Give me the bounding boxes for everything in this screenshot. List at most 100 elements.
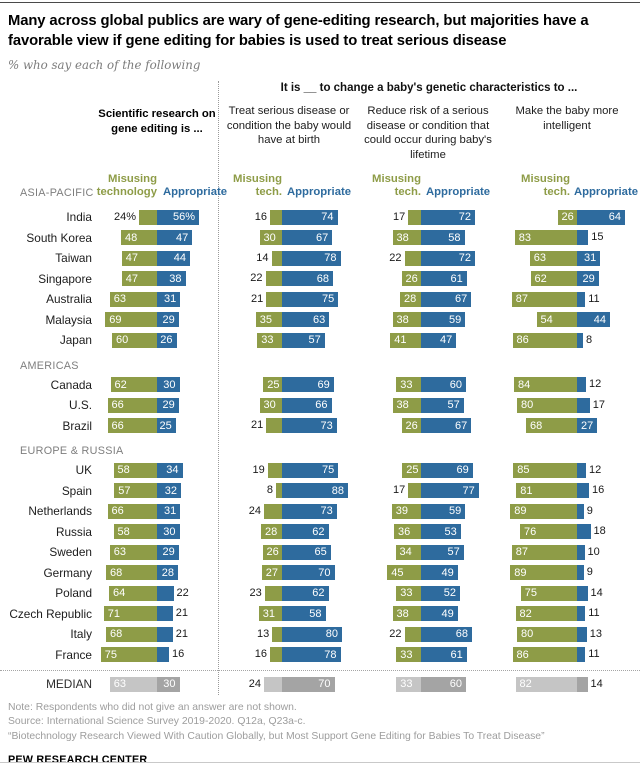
bar-value-label: 8 [266, 484, 273, 497]
bar-misusing: 68 [106, 565, 157, 581]
bar-appropriate [577, 626, 587, 642]
table-row: UK 58 34 75 19 25 69 85 12 [0, 460, 640, 481]
bar-value-label: 63 [113, 546, 126, 559]
bar-cell-research: 58 30 [96, 524, 218, 540]
bar-value-label: 11 [588, 607, 600, 620]
bar-appropriate: 57 [421, 397, 464, 413]
bar-value-label: 75 [322, 464, 335, 477]
row-label: Spain [61, 483, 92, 498]
bar-value-label: 9 [586, 566, 593, 579]
bar-appropriate: 29 [157, 397, 179, 413]
bar-appropriate: 61 [421, 271, 467, 287]
bar-value-label: 58 [117, 464, 130, 477]
bar-value-label: 16 [592, 484, 605, 497]
bar-cell-more-intelligent: 87 10 [500, 544, 640, 560]
bar-appropriate: 56% [157, 209, 199, 225]
bar-value-label: 26 [266, 546, 279, 559]
bar-misusing: 38 [392, 606, 421, 622]
table-row: Germany 68 28 27 70 45 49 89 9 [0, 563, 640, 584]
bar-value-label: 78 [324, 648, 337, 661]
bar-value-label: 14 [590, 586, 603, 599]
bar-cell-research: 66 31 [96, 503, 218, 519]
bar-misusing: 41 [390, 332, 421, 348]
bar-value-label: 16 [254, 210, 267, 223]
bar-value-label: 30 [263, 399, 276, 412]
table-row: South Korea 48 47 30 67 38 58 83 15 [0, 228, 640, 249]
bar-value-label: 68 [110, 628, 123, 641]
bar-misusing [264, 585, 282, 601]
bar-cell-reduce-risk: 41 47 [360, 332, 500, 348]
bar-value-label: 60 [449, 378, 462, 391]
bar-value-label: 19 [252, 463, 265, 476]
bar-cell-more-intelligent: 81 16 [500, 483, 640, 499]
bar-misusing [404, 250, 421, 266]
bar-value-label: 33 [400, 378, 413, 391]
bar-value-label: 16 [254, 648, 267, 661]
bar-appropriate: 30 [157, 377, 180, 393]
bar-value-label: 33 [261, 334, 274, 347]
bar-cell-research: 71 21 [96, 606, 218, 622]
bar-value-label: 9 [586, 504, 593, 517]
bar-value-label: 14 [256, 251, 269, 264]
bar-misusing: 87 [511, 291, 577, 307]
bar-cell-research: 75 16 [96, 647, 218, 663]
bar-value-label: 87 [515, 293, 528, 306]
column-divider-dotted-line [218, 81, 219, 695]
bar-appropriate: 65 [282, 544, 331, 560]
bar-value-label: 33 [400, 648, 413, 661]
bar-value-label: 81 [520, 484, 533, 497]
bar-misusing: 68 [526, 418, 577, 434]
bar-value-label: 57 [447, 546, 460, 559]
bar-value-label: 17 [592, 398, 605, 411]
chart-header: It is __ to change a baby's genetic char… [0, 81, 640, 207]
bar-value-label: 62 [534, 272, 547, 285]
bar-value-label: 14 [590, 677, 603, 690]
bar-misusing: 64 [109, 585, 157, 601]
bar-appropriate: 60 [421, 377, 466, 393]
bar-value-label: 22 [176, 586, 189, 599]
bar-value-label: 31 [584, 252, 597, 265]
legend-appropriate: Appropriate [426, 186, 491, 199]
bar-appropriate [577, 606, 586, 622]
bar-cell-research: 63 29 [96, 544, 218, 560]
bar-value-label: 26 [160, 334, 173, 347]
bar-misusing: 75 [100, 647, 157, 663]
row-label: Netherlands [28, 504, 92, 519]
bar-appropriate: 52 [421, 585, 460, 601]
bar-misusing: 58 [113, 524, 157, 540]
bar-value-label: 68 [455, 628, 468, 641]
bar-misusing: 33 [396, 676, 421, 692]
bar-cell-reduce-risk: 33 60 [360, 676, 500, 692]
bar-value-label: 69 [456, 464, 469, 477]
row-label: Taiwan [55, 251, 92, 266]
bar-misusing: 87 [511, 544, 577, 560]
bar-value-label: 30 [163, 678, 176, 691]
bar-cell-research: 58 34 [96, 462, 218, 478]
bar-value-label: 83 [518, 231, 531, 244]
bar-appropriate: 78 [282, 250, 341, 266]
bar-value-label: 24% [113, 210, 136, 223]
row-label: Canada [50, 377, 92, 392]
bar-value-label: 88 [331, 484, 344, 497]
bar-value-label: 12 [589, 463, 602, 476]
bar-misusing: 58 [113, 462, 157, 478]
bar-misusing: 71 [103, 606, 157, 622]
bar-appropriate: 53 [421, 524, 461, 540]
bar-appropriate: 69 [421, 462, 473, 478]
row-label: Poland [55, 586, 92, 601]
bar-value-label: 21 [251, 419, 264, 432]
bar-value-label: 70 [318, 678, 331, 691]
bar-value-label: 73 [320, 505, 333, 518]
bar-misusing: 84 [514, 377, 577, 393]
bar-misusing: 33 [396, 585, 421, 601]
bar-appropriate: 75 [282, 291, 339, 307]
table-row: Singapore 47 38 68 22 26 61 62 29 [0, 269, 640, 290]
brand-text: PEW RESEARCH CENTER [8, 753, 148, 766]
bar-misusing [270, 209, 282, 225]
bar-appropriate [577, 647, 586, 663]
bar-misusing: 35 [255, 312, 282, 328]
row-label: Germany [43, 565, 92, 580]
bar-value-label: 18 [593, 525, 606, 538]
bar-cell-reduce-risk: 38 58 [360, 230, 500, 246]
bar-cell-treat-disease: 28 62 [218, 524, 360, 540]
